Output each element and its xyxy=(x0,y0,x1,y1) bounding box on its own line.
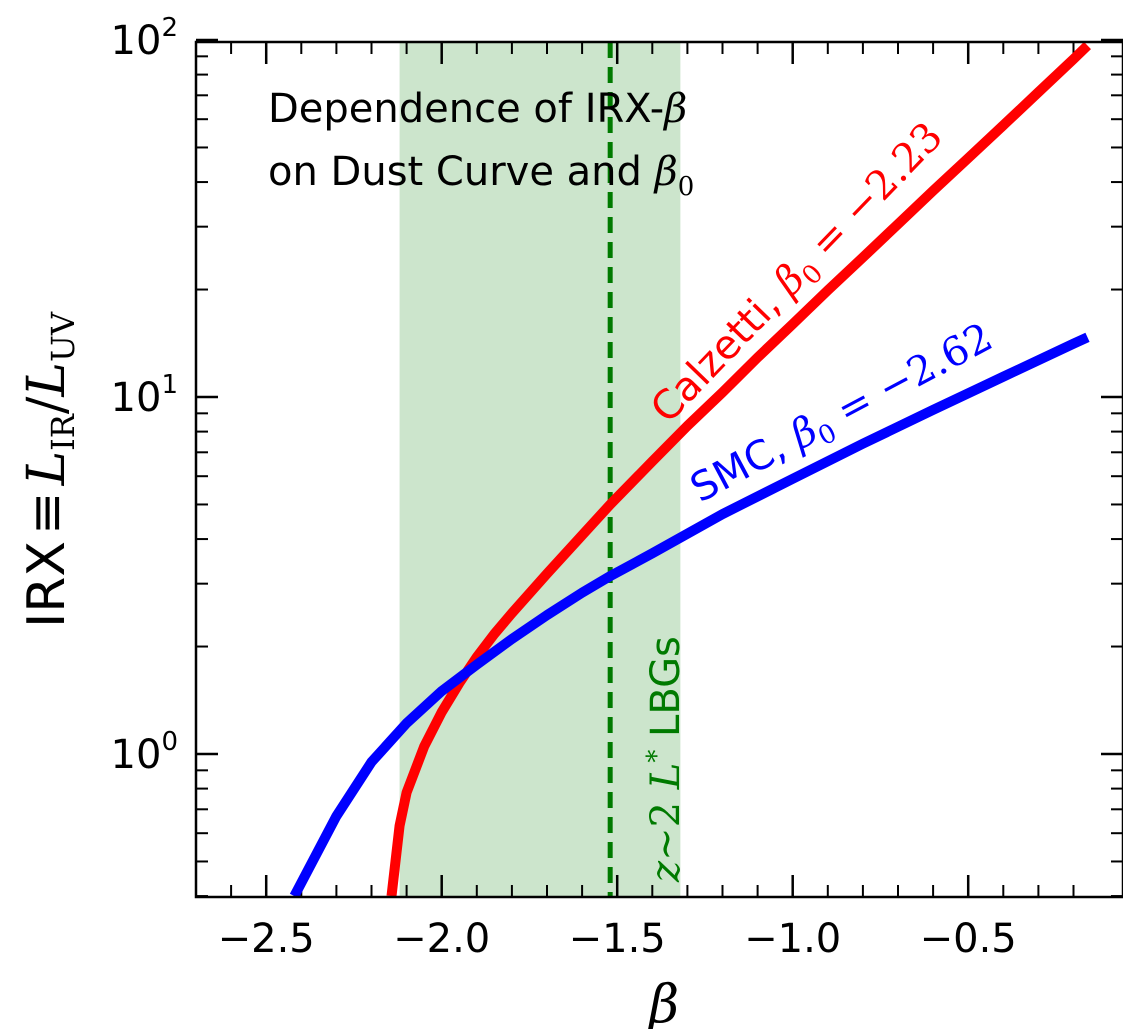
y-tick-label: 102 xyxy=(111,13,178,64)
y-tick-label: 100 xyxy=(111,727,178,778)
y-tick-labels: 100 101 102 xyxy=(111,13,178,778)
calzetti-curve xyxy=(386,42,1091,897)
major-ticks xyxy=(196,38,1123,897)
minor-ticks xyxy=(195,42,1123,898)
lbg-shaded-band xyxy=(399,42,681,897)
x-tick-label: −1.5 xyxy=(569,916,666,962)
y-axis-label: IRX≡LIR/LUV xyxy=(17,311,82,628)
x-axis-label: β xyxy=(647,975,679,1029)
svg-text:IRX≡LIR/LUV: IRX≡LIR/LUV xyxy=(17,311,82,628)
lbg-label: z∼2 L* LBGs xyxy=(642,636,689,883)
smc-curve xyxy=(289,332,1090,897)
x-tick-label: −0.5 xyxy=(920,916,1017,962)
plot-frame xyxy=(194,40,1123,899)
x-tick-label: −1.0 xyxy=(744,916,841,962)
x-tick-label: −2.0 xyxy=(393,916,490,962)
annotation-title-line2: on Dust Curve and β0 xyxy=(268,149,694,202)
x-tick-labels: −2.5 −2.0 −1.5 −1.0 −0.5 xyxy=(218,916,1017,962)
x-tick-label: −2.5 xyxy=(218,916,315,962)
annotation-title-line1: Dependence of IRX-β xyxy=(268,86,687,132)
y-tick-label: 101 xyxy=(111,370,178,421)
